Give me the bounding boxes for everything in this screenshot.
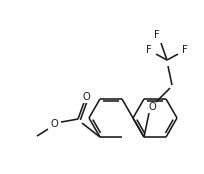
Text: O: O xyxy=(50,119,58,129)
Text: F: F xyxy=(154,30,160,40)
Text: F: F xyxy=(146,45,152,55)
Text: O: O xyxy=(148,102,156,112)
Text: O: O xyxy=(82,92,90,102)
Text: F: F xyxy=(182,45,188,55)
